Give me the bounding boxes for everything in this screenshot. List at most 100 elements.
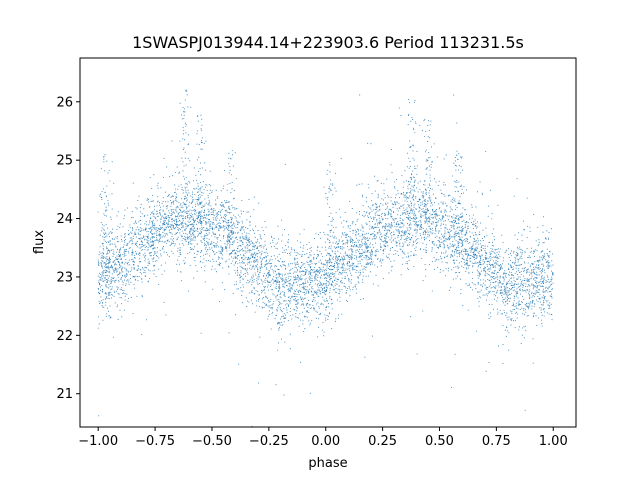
- data-point: [344, 276, 346, 278]
- data-point: [380, 203, 382, 205]
- data-point: [313, 307, 315, 309]
- data-point: [127, 261, 129, 263]
- data-point: [263, 247, 265, 249]
- data-point: [459, 278, 462, 280]
- data-point: [245, 256, 247, 258]
- data-point: [518, 300, 520, 302]
- data-point: [542, 300, 544, 302]
- data-point: [528, 271, 530, 273]
- data-point: [244, 272, 246, 275]
- data-point: [176, 206, 178, 208]
- data-point: [451, 250, 453, 252]
- data-point: [375, 211, 377, 213]
- data-point: [326, 287, 328, 289]
- data-point: [192, 214, 194, 216]
- data-point: [526, 289, 528, 291]
- data-point: [516, 317, 518, 319]
- data-point: [162, 235, 164, 237]
- data-point: [251, 248, 253, 250]
- data-point: [256, 280, 258, 282]
- data-point: [219, 204, 221, 206]
- data-point: [308, 312, 310, 314]
- data-point: [320, 274, 322, 276]
- data-point: [315, 262, 317, 264]
- data-point: [161, 236, 163, 238]
- data-point: [284, 292, 286, 294]
- data-point: [487, 215, 489, 217]
- data-point: [408, 255, 410, 257]
- data-point: [217, 196, 219, 198]
- data-point: [209, 213, 211, 215]
- data-point: [315, 291, 318, 293]
- data-point: [108, 297, 110, 300]
- data-point: [118, 271, 121, 273]
- data-point: [340, 258, 342, 260]
- data-point: [377, 233, 379, 235]
- data-point: [138, 268, 140, 270]
- data-point: [205, 224, 207, 226]
- data-point: [247, 258, 249, 260]
- data-point: [168, 223, 170, 226]
- data-point: [380, 222, 382, 224]
- data-point: [162, 205, 164, 207]
- data-point: [342, 263, 345, 265]
- data-point: [261, 292, 263, 294]
- data-point: [315, 257, 317, 259]
- data-point: [201, 210, 203, 212]
- data-point: [346, 234, 348, 236]
- data-point: [349, 280, 351, 282]
- data-point: [328, 306, 330, 308]
- data-point: [206, 243, 208, 245]
- data-point: [342, 262, 345, 264]
- data-point: [529, 295, 531, 297]
- data-point: [276, 256, 279, 258]
- data-point: [288, 288, 290, 290]
- data-point: [474, 255, 476, 257]
- data-point: [372, 220, 374, 222]
- data-point: [306, 303, 308, 305]
- data-point: [167, 215, 169, 217]
- data-point: [99, 278, 101, 281]
- data-point: [369, 257, 371, 259]
- data-point: [342, 258, 345, 260]
- data-point: [510, 281, 512, 283]
- data-point: [159, 213, 161, 215]
- data-point: [185, 211, 187, 213]
- data-point: [356, 249, 359, 251]
- data-point: [372, 226, 374, 228]
- data-point: [539, 256, 541, 258]
- data-point: [151, 248, 154, 250]
- data-point: [484, 268, 486, 270]
- data-point: [451, 225, 453, 227]
- data-point: [321, 246, 323, 248]
- data-point: [400, 227, 402, 229]
- data-point: [315, 278, 317, 280]
- data-point: [204, 186, 207, 188]
- data-point: [315, 264, 317, 266]
- data-point: [382, 204, 384, 206]
- data-point: [131, 254, 133, 256]
- data-point: [521, 295, 524, 297]
- data-point: [393, 231, 395, 233]
- data-point: [319, 276, 321, 278]
- data-point: [271, 308, 273, 310]
- data-point: [294, 299, 296, 301]
- data-point: [337, 246, 339, 248]
- data-point: [457, 252, 459, 255]
- data-point: [365, 245, 367, 247]
- data-point: [352, 251, 354, 253]
- data-point: [259, 256, 261, 258]
- data-point: [475, 288, 477, 290]
- data-point: [486, 260, 489, 263]
- data-point: [133, 284, 135, 286]
- data-point: [383, 234, 385, 236]
- data-point: [533, 213, 535, 215]
- data-point: [277, 279, 279, 281]
- data-point: [286, 303, 288, 305]
- data-point: [329, 277, 331, 279]
- data-point: [533, 263, 535, 265]
- data-point: [265, 275, 267, 277]
- data-point: [111, 232, 113, 234]
- data-point: [275, 279, 277, 281]
- data-point: [488, 241, 490, 243]
